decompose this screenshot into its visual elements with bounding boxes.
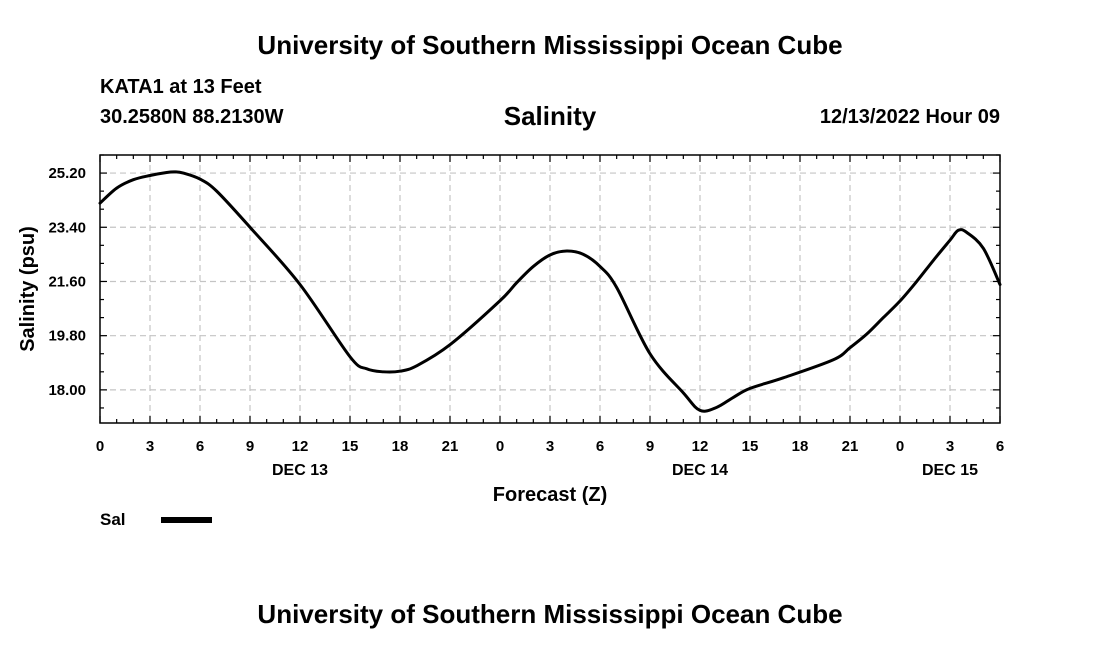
x-tick-label: 15 [342,438,359,455]
legend-label: Sal [100,510,126,529]
x-date-label: DEC 13 [272,462,328,479]
x-tick-label: 18 [392,438,409,455]
x-tick-label: 3 [546,438,554,455]
x-tick-label: 6 [596,438,604,455]
x-tick-label: 9 [646,438,654,455]
coordinates-label: 30.2580N 88.2130W [100,106,284,128]
x-tick-label: 21 [442,438,459,455]
x-tick-label: 6 [996,438,1004,455]
y-tick-label: 19.80 [48,328,86,345]
y-tick-label: 25.20 [48,165,86,182]
x-tick-label: 0 [496,438,504,455]
chart-title: Salinity [503,101,597,131]
y-tick-label: 23.40 [48,219,86,236]
x-tick-label: 9 [246,438,254,455]
legend-line-swatch [161,517,212,523]
x-tick-label: 12 [692,438,709,455]
x-tick-label: 12 [292,438,309,455]
x-tick-label: 3 [946,438,954,455]
x-date-label: DEC 14 [672,462,728,479]
y-tick-label: 21.60 [48,273,86,290]
page-title: University of Southern Mississippi Ocean… [257,30,843,60]
forecast-datetime: 12/13/2022 Hour 09 [819,106,1000,128]
x-tick-label: 21 [842,438,859,455]
x-tick-label: 15 [742,438,759,455]
x-axis-label: Forecast (Z) [493,484,607,506]
footer-title: University of Southern Mississippi Ocean… [257,599,843,629]
x-tick-label: 18 [792,438,809,455]
x-tick-label: 0 [96,438,104,455]
salinity-series-line [98,170,1002,413]
y-tick-label: 18.00 [48,382,86,399]
plot-frame [99,154,1001,424]
station-label: KATA1 at 13 Feet [100,76,262,98]
x-date-label: DEC 15 [922,462,978,479]
x-tick-label: 6 [196,438,204,455]
x-tick-label: 0 [896,438,904,455]
y-axis-label: Salinity (psu) [17,226,39,352]
x-tick-label: 3 [146,438,154,455]
